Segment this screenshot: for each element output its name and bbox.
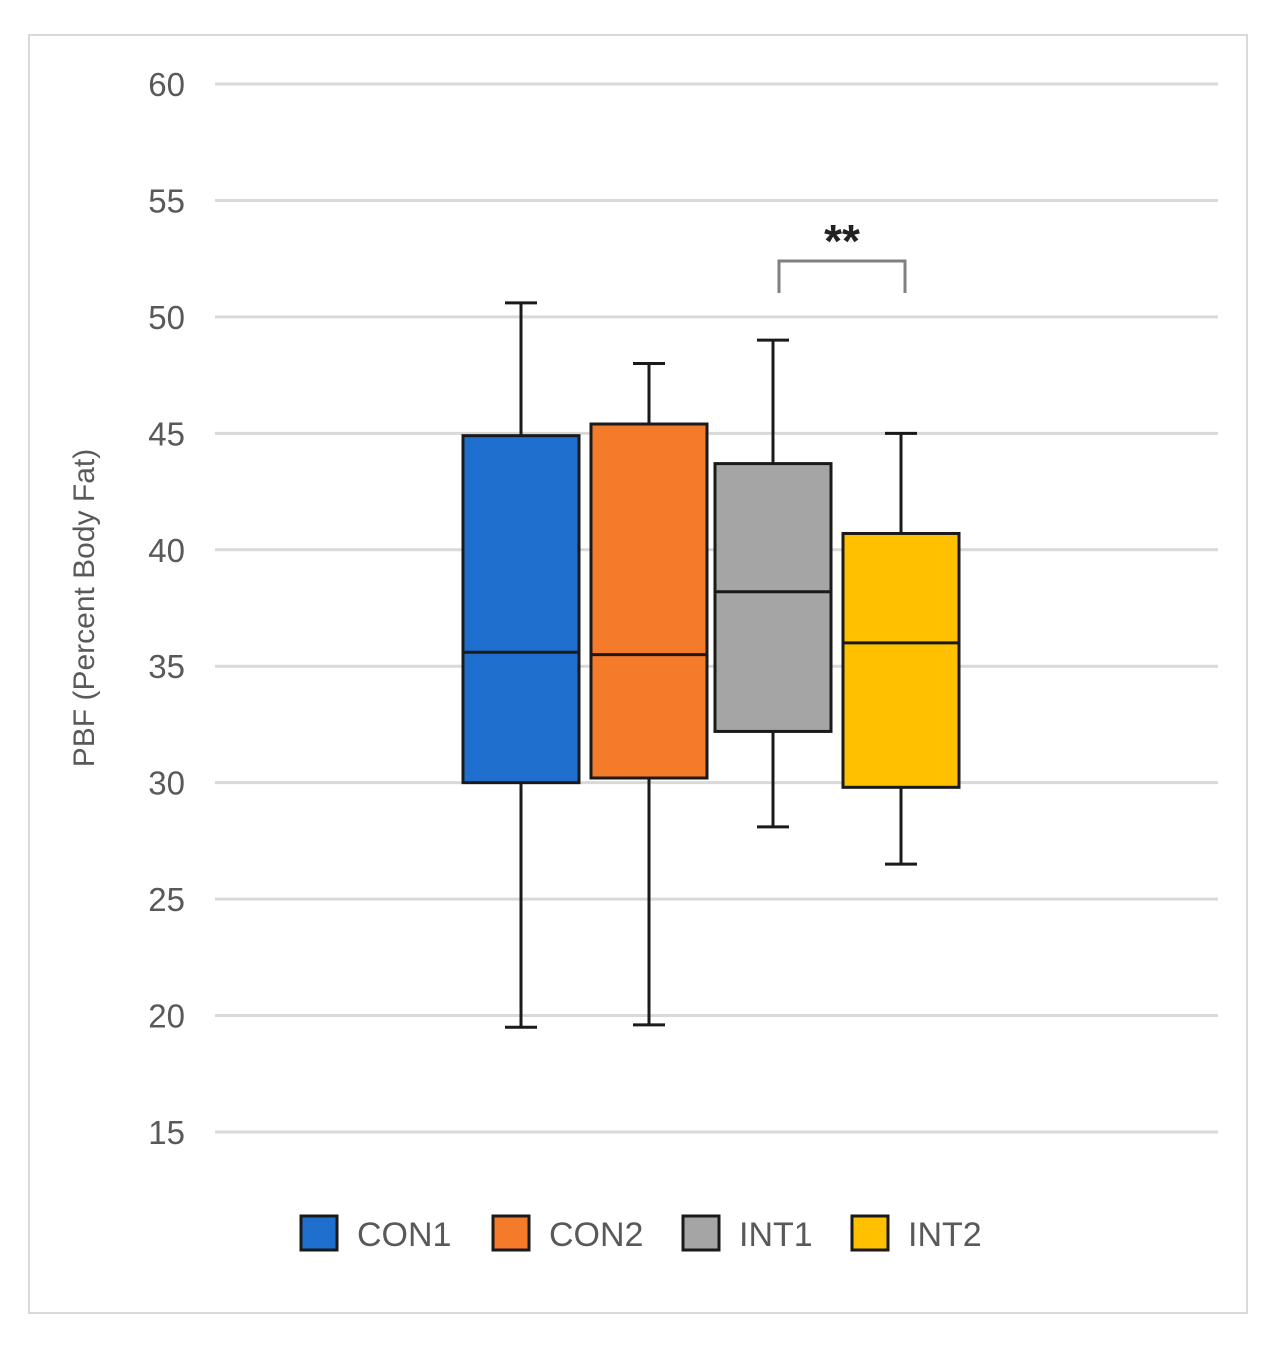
legend-swatch <box>681 1214 721 1252</box>
legend-swatch <box>850 1214 890 1252</box>
legend-item-int1: INT1 <box>681 1214 813 1254</box>
legend-label: INT2 <box>908 1216 982 1254</box>
boxes <box>461 301 961 1029</box>
y-tick-label-50: 50 <box>148 299 185 336</box>
gridlines <box>215 82 1218 1134</box>
significance-bracket <box>777 259 907 293</box>
y-axis-ticks: 15 20 25 30 35 40 45 50 55 60 <box>148 66 185 1151</box>
y-axis-label: PBF (Percent Body Fat) <box>68 449 101 767</box>
iqr-box <box>589 422 709 780</box>
significance-stars: ** <box>824 215 860 267</box>
y-tick-label-60: 60 <box>148 66 185 103</box>
y-tick-label-20: 20 <box>148 998 185 1035</box>
iqr-box <box>461 434 581 785</box>
iqr-box <box>713 462 833 733</box>
legend-label: CON1 <box>357 1216 451 1254</box>
box-int2 <box>841 431 961 866</box>
chart-frame <box>28 34 1248 1314</box>
y-tick-label-30: 30 <box>148 765 185 802</box>
box-int1 <box>713 338 833 829</box>
significance-annotation: ** <box>777 215 907 293</box>
legend-label: CON2 <box>549 1216 643 1254</box>
legend-item-con2: CON2 <box>491 1214 643 1254</box>
box-con2 <box>589 361 709 1027</box>
legend-item-int2: INT2 <box>850 1214 982 1254</box>
legend-swatch <box>491 1214 531 1252</box>
legend-label: INT1 <box>739 1216 813 1254</box>
iqr-box <box>841 531 961 789</box>
box-con1 <box>461 301 581 1029</box>
legend-item-con1: CON1 <box>299 1214 451 1254</box>
y-tick-label-35: 35 <box>148 648 185 685</box>
y-tick-label-15: 15 <box>148 1114 185 1151</box>
y-tick-label-45: 45 <box>148 415 185 452</box>
legend: CON1 CON2 INT1 INT2 <box>299 1214 982 1254</box>
y-tick-label-25: 25 <box>148 881 185 918</box>
y-tick-label-55: 55 <box>148 182 185 219</box>
y-tick-label-40: 40 <box>148 532 185 569</box>
legend-swatch <box>299 1214 339 1252</box>
